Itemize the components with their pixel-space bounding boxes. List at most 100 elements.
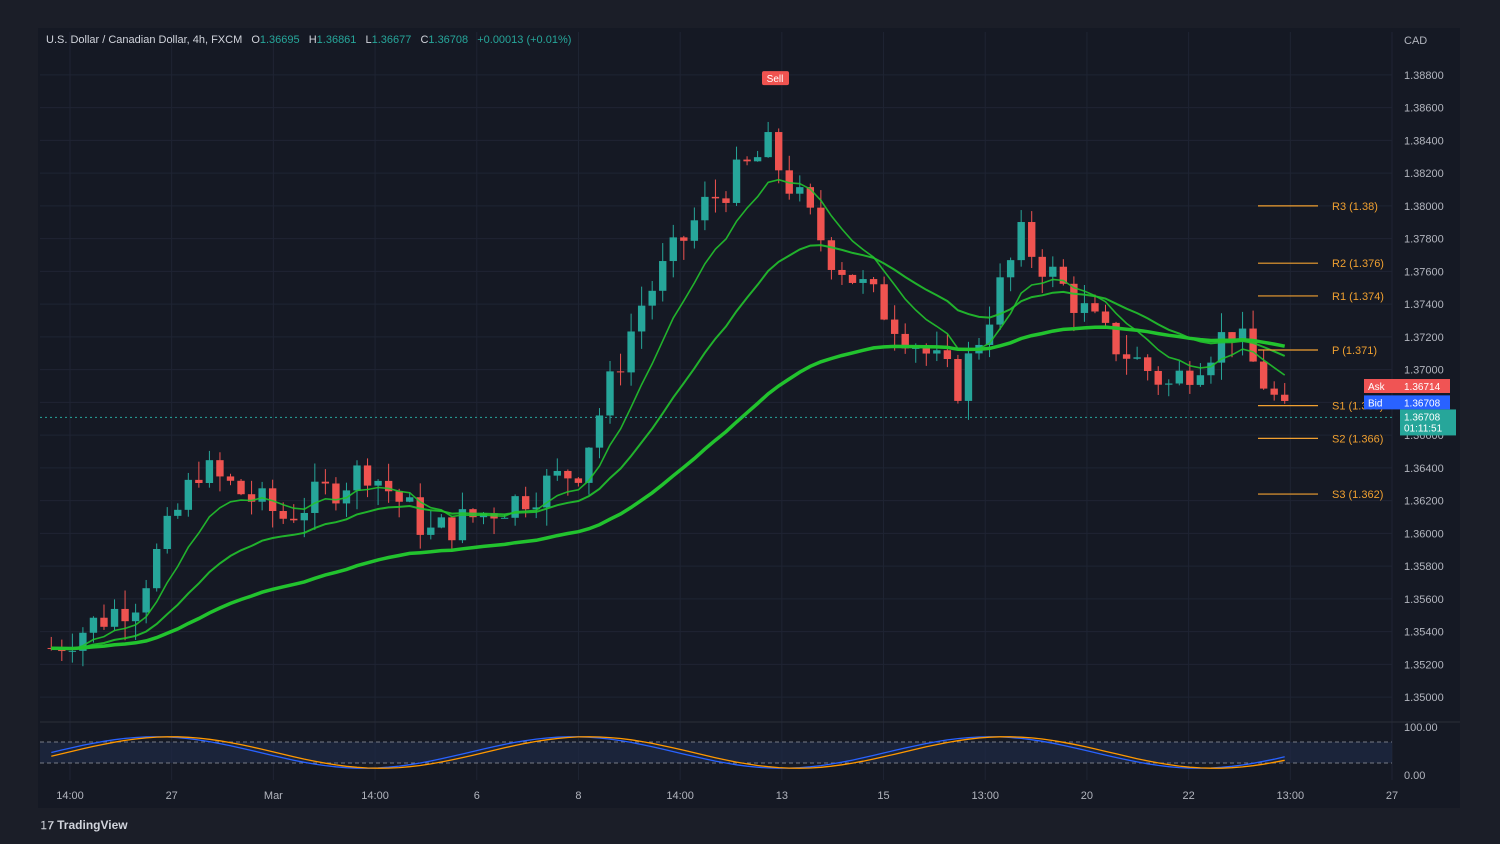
pivot-label: S3 (1.362) xyxy=(1332,489,1383,501)
candle xyxy=(680,237,688,241)
candle xyxy=(1165,383,1173,385)
x-tick-label: 27 xyxy=(166,790,178,802)
candle xyxy=(258,488,266,502)
candle xyxy=(1154,370,1162,385)
candle xyxy=(1270,388,1278,395)
tradingview-icon: 𝟷𝟩 xyxy=(40,818,54,832)
close-value: 1.36708 xyxy=(428,34,469,46)
candle xyxy=(226,476,235,481)
x-tick-label: 14:00 xyxy=(56,790,84,802)
candle xyxy=(764,132,772,158)
ask-tag-label: Ask xyxy=(1368,382,1386,393)
ask-tag xyxy=(1364,379,1450,393)
candle xyxy=(701,196,709,221)
candle xyxy=(1112,322,1120,355)
candle xyxy=(1249,328,1257,362)
candle xyxy=(1059,266,1068,284)
candle xyxy=(121,608,129,622)
sell-label: Sell xyxy=(767,74,784,85)
candle xyxy=(1006,260,1015,278)
candle xyxy=(543,475,551,508)
candle xyxy=(616,371,625,373)
candle xyxy=(890,319,899,334)
currency-label: CAD xyxy=(1404,35,1427,47)
candle xyxy=(79,632,87,651)
candle xyxy=(427,527,435,535)
candle xyxy=(848,274,857,283)
candle xyxy=(732,159,741,203)
candle xyxy=(827,240,836,270)
ema-line xyxy=(51,244,1286,650)
candle xyxy=(1259,361,1268,389)
stoch-k-line xyxy=(51,736,1285,769)
chart-panel[interactable] xyxy=(38,28,1460,808)
tradingview-logo[interactable]: 𝟷𝟩 TradingView xyxy=(40,818,128,833)
bid-tag-label: Bid xyxy=(1368,398,1382,409)
candle xyxy=(1238,328,1247,341)
candle xyxy=(985,324,994,345)
x-tick-label: 20 xyxy=(1081,790,1093,802)
candle xyxy=(1207,362,1215,376)
candle xyxy=(374,480,382,486)
candle xyxy=(448,517,456,541)
x-tick-label: 13:00 xyxy=(1277,790,1305,802)
y-tick-label: 1.35600 xyxy=(1404,594,1444,606)
candle xyxy=(290,518,298,521)
candle xyxy=(363,465,372,486)
candle xyxy=(753,157,762,162)
candle xyxy=(1196,375,1205,385)
candle xyxy=(1091,303,1099,312)
candle xyxy=(1186,370,1194,385)
candle xyxy=(142,588,150,613)
y-tick-label: 1.37800 xyxy=(1404,234,1444,246)
symbol-name: U.S. Dollar / Canadian Dollar, 4h, FXCM xyxy=(46,34,243,46)
candle xyxy=(943,350,952,360)
candle xyxy=(1070,283,1078,313)
candle xyxy=(637,305,646,332)
candle xyxy=(174,509,182,516)
candle xyxy=(521,496,530,510)
candle xyxy=(1122,354,1131,359)
ema-line xyxy=(51,178,1286,651)
candle xyxy=(806,187,815,208)
candle xyxy=(500,517,509,519)
candle xyxy=(1175,370,1183,384)
candle xyxy=(406,497,414,502)
candle xyxy=(216,460,224,477)
candle xyxy=(311,481,319,513)
pivot-levels: R3 (1.38)R2 (1.376)R1 (1.374)P (1.371)S1… xyxy=(1258,201,1384,501)
candle xyxy=(564,470,572,479)
y-tick-label: 1.38200 xyxy=(1404,168,1444,180)
candle xyxy=(332,483,340,504)
y-tick-label: 1.35200 xyxy=(1404,659,1444,671)
candle xyxy=(100,617,108,627)
candle xyxy=(817,207,825,241)
candle xyxy=(268,488,277,511)
candle xyxy=(47,647,55,649)
candle xyxy=(395,491,403,502)
high-label: H xyxy=(308,34,317,46)
candle xyxy=(743,159,751,162)
candle xyxy=(437,517,446,528)
candle xyxy=(279,510,287,519)
candle xyxy=(184,479,193,510)
candle xyxy=(627,331,635,373)
candle xyxy=(954,359,962,401)
x-axis: 14:00 27 Mar 14:00 6 8 14:00 13 15 13:00 20 22 13:00… xyxy=(56,790,1398,802)
symbol-header: U.S. Dollar / Canadian Dollar, 4h, FXCM … xyxy=(46,34,571,46)
candle xyxy=(1038,256,1046,277)
last-price-value: 1.36708 xyxy=(1404,412,1441,423)
candle xyxy=(205,460,214,484)
pivot-label: R1 (1.374) xyxy=(1332,291,1384,303)
y-tick-label: 1.36400 xyxy=(1404,463,1444,475)
y-tick-label: 1.36200 xyxy=(1404,496,1444,508)
candle xyxy=(859,279,867,283)
candle xyxy=(131,612,140,622)
candle xyxy=(553,470,561,476)
x-tick-label: 15 xyxy=(877,790,889,802)
y-tick-label: 1.37600 xyxy=(1404,266,1444,278)
candle xyxy=(511,496,519,518)
candle xyxy=(1217,332,1226,363)
pivot-label: R3 (1.38) xyxy=(1332,201,1378,213)
